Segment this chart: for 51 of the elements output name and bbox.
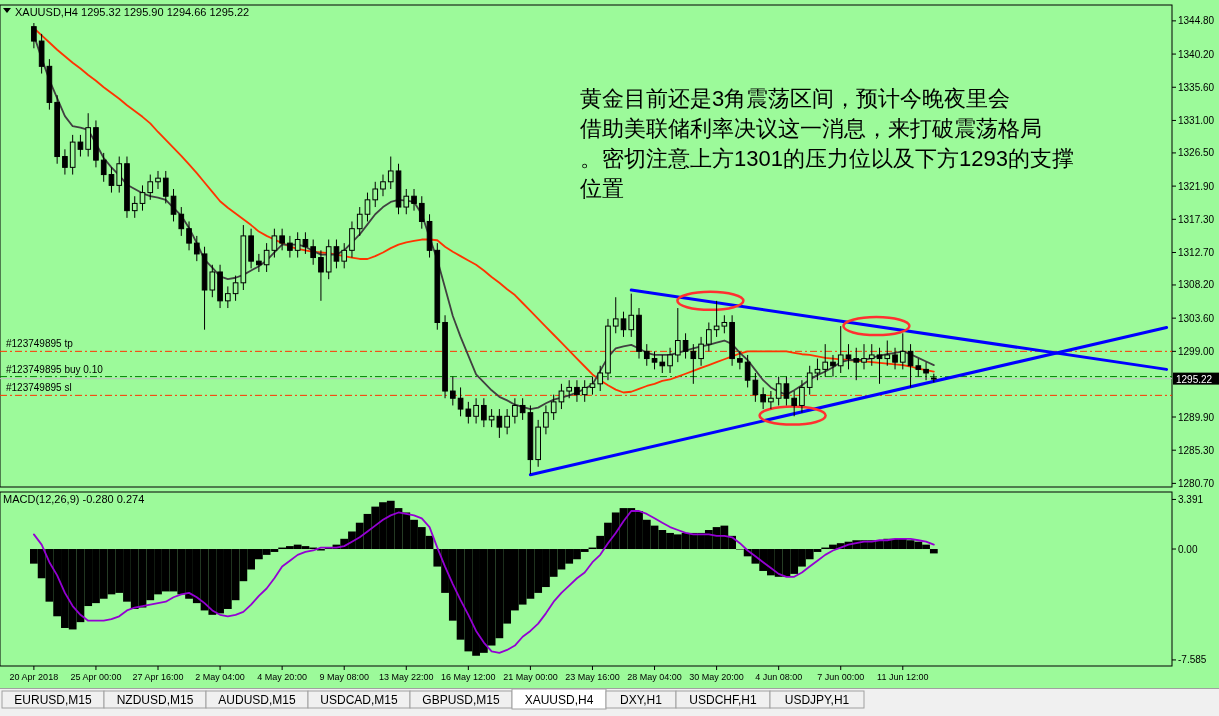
x-tick-label: 30 May 20:00 [689,672,744,682]
x-tick-label: 9 May 08:00 [319,672,369,682]
y-tick-label: 1331.00 [1178,114,1215,126]
x-tick-label: 27 Apr 16:00 [132,672,184,682]
y-tick-label: 1280.70 [1178,477,1215,489]
text: DXY,H1 [620,693,663,707]
y-tick-label: 1312.70 [1178,246,1215,258]
x-tick-label: 23 May 16:00 [565,672,620,682]
y-tick-label: 1321.90 [1178,180,1215,192]
text: USDCAD,M15 [320,693,398,707]
x-tick-label: 16 May 12:00 [441,672,496,682]
annotation: 借助美联储利率决议这一消息，来打破震荡格局 [580,116,1042,141]
y-tick-label: 1344.80 [1178,15,1215,27]
annotation: 黄金目前还是3角震荡区间，预计今晚夜里会 [580,86,1011,111]
x-tick-label: 4 May 20:00 [257,672,307,682]
y-tick-label: 1285.30 [1178,444,1215,456]
x-tick-label: 4 Jun 08:00 [755,672,803,682]
x-tick-label: 7 Jun 00:00 [817,672,865,682]
text: USDCHF,H1 [689,693,757,707]
annotation: 位置 [580,176,624,201]
text: EURUSD,M15 [14,693,92,707]
y-tick-label: 1340.20 [1178,48,1215,60]
chart-title: MACD(12,26,9) -0.280 0.274 [3,493,145,505]
y-tick-label: 1289.90 [1178,411,1215,423]
x-tick-label: 13 May 22:00 [379,672,434,682]
ref-line-label: 1295.22 [1176,373,1213,385]
ref-line-label: #123749895 sl [6,382,72,394]
y-tick-label: 1308.20 [1178,279,1215,291]
text: USDJPY,H1 [784,693,850,707]
x-tick-label: 11 Jun 12:00 [877,672,929,682]
ref-line-label: #123749895 buy 0.10 [6,363,104,375]
y-tick-label: 3.391 [1178,493,1204,505]
x-tick-label: 28 May 04:00 [627,672,682,682]
y-tick-label: 1303.60 [1178,312,1215,324]
y-tick-label: 1317.30 [1178,213,1215,225]
annotation: 。密切注意上方1301的压力位以及下方1293的支撑 [580,146,1074,171]
text: AUDUSD,M15 [218,693,296,707]
y-tick-label: 1326.50 [1178,147,1215,159]
y-tick-label: 1299.00 [1178,345,1215,357]
x-tick-label: 21 May 00:00 [503,672,558,682]
text: XAUUSD,H4 [524,693,594,707]
ref-line-label: #123749895 tp [6,338,74,350]
chart-title: XAUUSD,H4 1295.32 1295.90 1294.66 1295.22 [15,6,250,18]
text: NZDUSD,M15 [116,693,194,707]
y-tick-label: 0.00 [1178,543,1198,555]
y-tick-label: -7.585 [1178,654,1207,666]
x-tick-label: 20 Apr 2018 [9,672,59,682]
text: GBPUSD,M15 [422,693,500,707]
x-tick-label: 2 May 04:00 [195,672,245,682]
y-tick-label: 1335.60 [1178,81,1215,93]
x-tick-label: 25 Apr 00:00 [70,672,122,682]
